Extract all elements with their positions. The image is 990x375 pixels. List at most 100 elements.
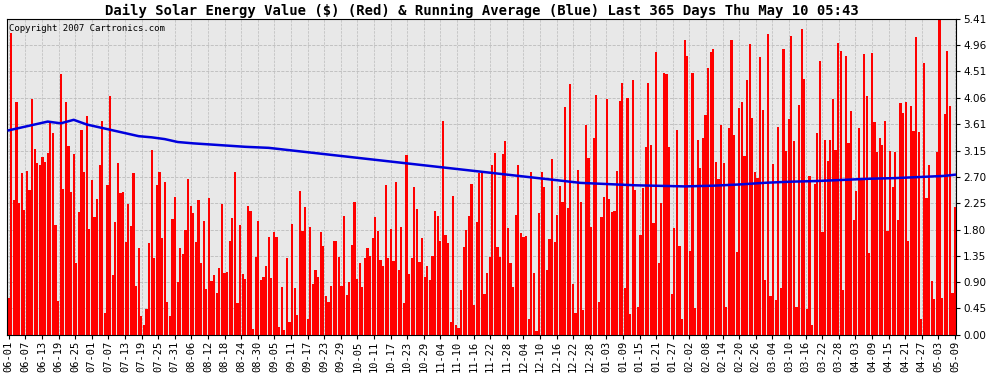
Bar [239,225,242,335]
Bar [317,277,319,335]
Bar [798,105,800,335]
Bar [390,229,392,335]
Bar [70,192,72,335]
Bar [237,303,239,335]
Bar [80,130,82,335]
Bar [728,128,730,335]
Bar [141,316,143,335]
Bar [366,248,368,335]
Bar [538,213,541,335]
Bar [426,266,429,335]
Bar [8,298,10,335]
Bar [876,152,878,335]
Bar [109,96,111,335]
Bar [733,135,736,335]
Bar [731,40,733,335]
Bar [507,228,509,335]
Bar [226,272,229,335]
Bar [579,202,582,335]
Bar [793,141,795,335]
Bar [174,197,176,335]
Bar [312,284,314,335]
Title: Daily Solar Energy Value ($) (Red) & Running Average (Blue) Last 365 Days Thu Ma: Daily Solar Energy Value ($) (Red) & Run… [105,3,858,18]
Bar [585,125,587,335]
Bar [405,155,408,335]
Bar [112,275,114,335]
Bar [884,121,886,335]
Bar [288,322,291,335]
Bar [647,83,649,335]
Bar [150,150,152,335]
Bar [637,307,639,335]
Bar [871,53,873,335]
Bar [795,307,798,335]
Bar [138,248,140,335]
Bar [127,204,130,335]
Bar [689,252,691,335]
Bar [502,153,504,335]
Bar [723,164,725,335]
Bar [741,102,742,335]
Bar [523,237,525,335]
Bar [910,106,912,335]
Bar [429,279,431,335]
Bar [379,260,381,335]
Bar [913,130,915,335]
Bar [96,200,98,335]
Bar [363,258,366,335]
Bar [442,122,444,335]
Bar [660,203,662,335]
Bar [561,202,563,335]
Bar [662,73,665,335]
Bar [668,147,670,335]
Bar [905,102,907,335]
Bar [67,146,69,335]
Bar [931,281,933,335]
Bar [572,284,574,335]
Bar [171,219,173,335]
Bar [475,222,478,335]
Bar [593,138,595,335]
Bar [462,248,464,335]
Bar [704,115,707,335]
Bar [564,107,566,335]
Bar [720,125,722,335]
Bar [582,310,584,335]
Bar [478,173,480,335]
Bar [419,262,421,335]
Bar [190,206,192,335]
Bar [863,54,865,335]
Bar [114,222,117,335]
Bar [291,224,293,335]
Bar [824,140,826,335]
Bar [894,152,896,335]
Bar [512,286,514,335]
Bar [819,61,821,335]
Bar [358,263,360,335]
Bar [616,171,618,335]
Bar [91,180,93,335]
Bar [556,216,558,335]
Bar [18,203,20,335]
Bar [525,236,528,335]
Bar [790,36,792,335]
Bar [51,133,54,335]
Bar [37,163,39,335]
Bar [764,280,766,335]
Bar [387,258,389,335]
Bar [265,267,267,335]
Bar [411,258,413,335]
Bar [936,152,938,335]
Bar [943,114,945,335]
Bar [270,278,272,335]
Bar [566,208,569,335]
Bar [176,282,179,335]
Bar [249,211,251,335]
Bar [229,240,231,335]
Bar [267,237,270,335]
Bar [54,225,56,335]
Bar [232,217,234,335]
Bar [286,258,288,335]
Bar [467,216,470,335]
Bar [31,99,34,335]
